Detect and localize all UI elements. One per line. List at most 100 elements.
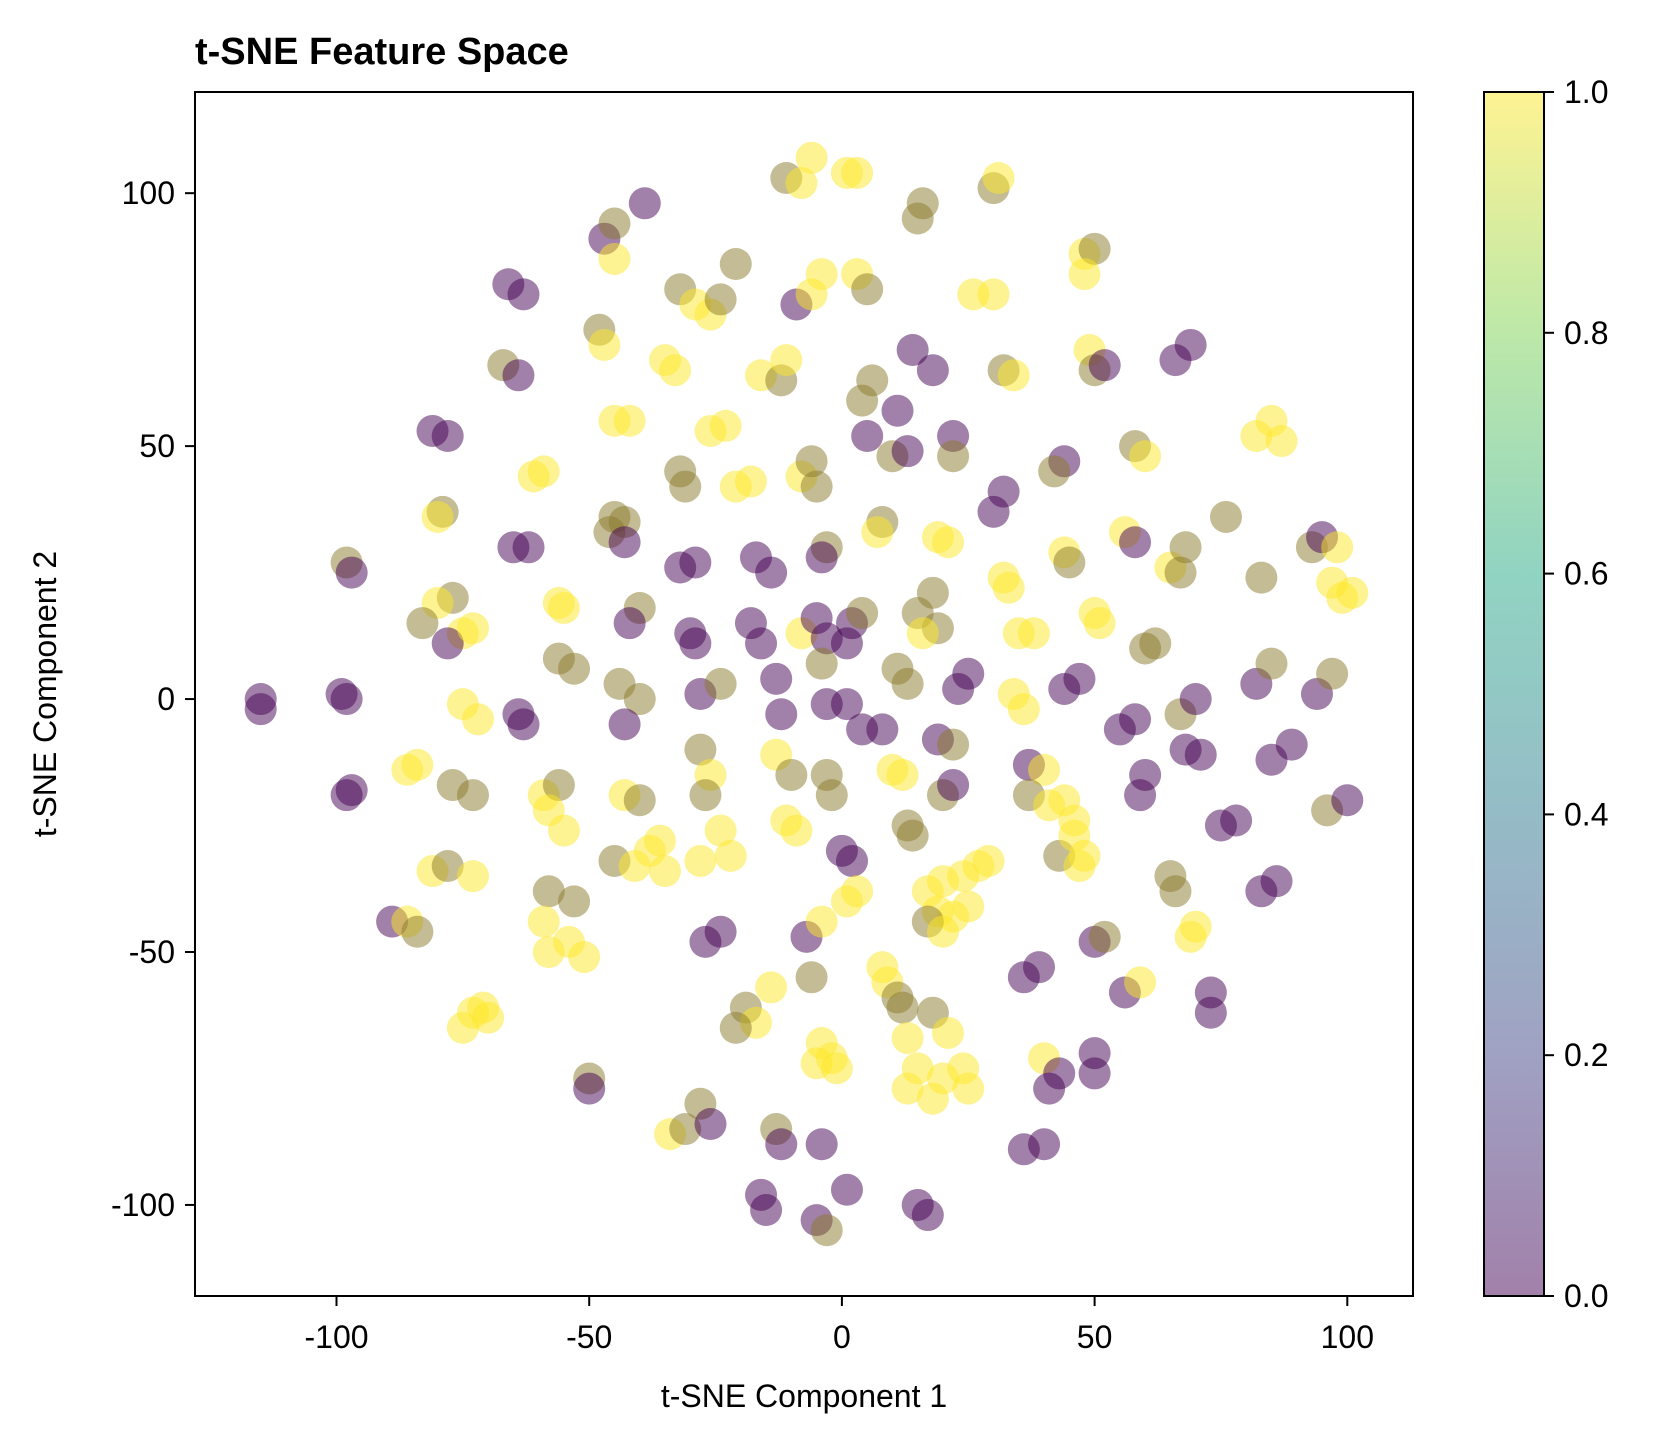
chart-title: t-SNE Feature Space: [195, 31, 569, 73]
scatter-point-299: [1164, 556, 1197, 589]
scatter-point-48: [532, 875, 565, 908]
x-tick-label-2: 0: [833, 1319, 851, 1355]
scatter-point-49: [558, 885, 591, 918]
scatter-point-61: [598, 207, 631, 240]
x-tick-label-1: -50: [566, 1319, 612, 1355]
y-tick-label-3: 50: [139, 428, 175, 464]
scatter-point-327: [1321, 531, 1354, 564]
scatter-point-286: [1119, 703, 1152, 736]
scatter-point-183: [866, 713, 899, 746]
scatter-point-89: [669, 470, 702, 503]
scatter-point-21: [456, 779, 489, 812]
scatter-point-314: [1210, 500, 1243, 533]
scatter-point-331: [1316, 657, 1349, 690]
scatter-point-334: [1336, 576, 1369, 609]
colorbar-ticks: 0.0 0.2 0.4 0.6 0.8 1.0: [1544, 74, 1608, 1314]
scatter-point-262: [1038, 455, 1071, 488]
scatter-point-52: [532, 936, 565, 968]
scatter-point-257: [1028, 1128, 1061, 1161]
scatter-point-280: [1083, 607, 1116, 640]
colorbar-gradient: [1483, 91, 1545, 1297]
scatter-point-189: [891, 435, 924, 468]
scatter-point-303: [1179, 683, 1212, 716]
scatter-point-324: [1275, 728, 1308, 761]
scatter-point-164: [815, 779, 848, 812]
x-tick-label-0: -100: [304, 1319, 368, 1355]
scatter-point-231: [952, 1072, 985, 1105]
y-tick-label-4: 100: [122, 175, 175, 211]
scatter-point-171: [836, 844, 869, 877]
scatter-point-104: [684, 844, 717, 877]
scatter-point-17: [456, 612, 489, 645]
scatter-point-305: [1159, 875, 1192, 908]
scatter-point-138: [795, 141, 828, 174]
scatter-point-33: [462, 703, 495, 736]
colorbar-tick-label-3: 0.6: [1564, 556, 1608, 592]
scatter-point-169: [830, 627, 863, 660]
scatter-point-186: [866, 951, 899, 984]
scatter-point-278: [1088, 349, 1121, 382]
scatter-point-82: [643, 824, 676, 857]
scatter-point-272: [1068, 839, 1101, 872]
scatter-point-264: [1053, 546, 1086, 579]
scatter-point-5: [335, 774, 368, 807]
scatter-point-307: [1184, 738, 1217, 771]
scatter-point-230: [916, 1082, 949, 1115]
scatter-point-41: [512, 531, 545, 564]
scatter-point-235: [942, 672, 975, 705]
scatter-point-99: [704, 667, 737, 700]
scatter-point-284: [1078, 1057, 1111, 1090]
plot-area-frame: [194, 91, 1414, 1297]
colorbar-tick-label-2: 0.4: [1564, 796, 1608, 832]
scatter-point-176: [851, 273, 884, 306]
scatter-point-166: [830, 688, 863, 721]
scatter-point-247: [1017, 617, 1050, 650]
scatter-point-87: [659, 354, 692, 387]
scatter-point-85: [669, 1113, 702, 1146]
scatter-point-239: [982, 162, 1015, 194]
scatter-point-7: [335, 556, 368, 589]
scatter-point-151: [795, 961, 828, 994]
scatter-point-213: [937, 728, 970, 761]
scatter-point-274: [1078, 232, 1111, 265]
x-axis: -100 -50 0 50 100: [304, 1296, 1374, 1355]
scatter-point-301: [1174, 328, 1207, 361]
scatter-point-129: [770, 344, 803, 377]
scatter-point-105: [714, 839, 747, 872]
scatter-point-211: [932, 526, 965, 559]
scatter-point-24: [456, 860, 489, 893]
scatter-point-282: [1088, 920, 1121, 953]
scatter-point-158: [810, 1214, 843, 1247]
scatter-point-71: [608, 526, 641, 559]
scatter-point-93: [679, 627, 712, 660]
scatter-point-67: [613, 404, 646, 437]
scatter-point-178: [856, 364, 889, 397]
scatter-point-237: [977, 278, 1010, 311]
scatter-point-294: [1124, 966, 1157, 999]
x-tick-label-3: 50: [1077, 1319, 1113, 1355]
scatter-point-100: [684, 733, 717, 766]
scatter-point-245: [992, 571, 1025, 604]
scatter-point-14: [406, 607, 439, 640]
scatter-point-227: [932, 1016, 965, 1049]
scatter-point-174: [830, 1173, 863, 1206]
scatter-point-266: [1063, 662, 1096, 695]
scatter-point-201: [901, 202, 934, 235]
scatter-point-3: [330, 683, 363, 716]
scatter-point-190: [881, 394, 914, 427]
scatter-point-203: [916, 354, 949, 387]
scatter-point-39: [517, 460, 550, 493]
scatter-point-288: [1119, 526, 1152, 559]
scatter-point-23: [431, 850, 464, 882]
scatter-point-197: [891, 1022, 924, 1054]
scatter-point-313: [1220, 804, 1253, 837]
scatter-point-9: [431, 420, 464, 452]
scatter-point-260: [1033, 1072, 1066, 1105]
scatter-point-11: [421, 500, 454, 533]
scatter-point-83: [649, 855, 682, 888]
scatter-point-50: [527, 905, 560, 938]
scatter-point-194: [886, 758, 919, 791]
scatter-point-196: [896, 819, 929, 852]
scatter-point-137: [785, 167, 818, 200]
scatter-point-296: [1124, 779, 1157, 812]
